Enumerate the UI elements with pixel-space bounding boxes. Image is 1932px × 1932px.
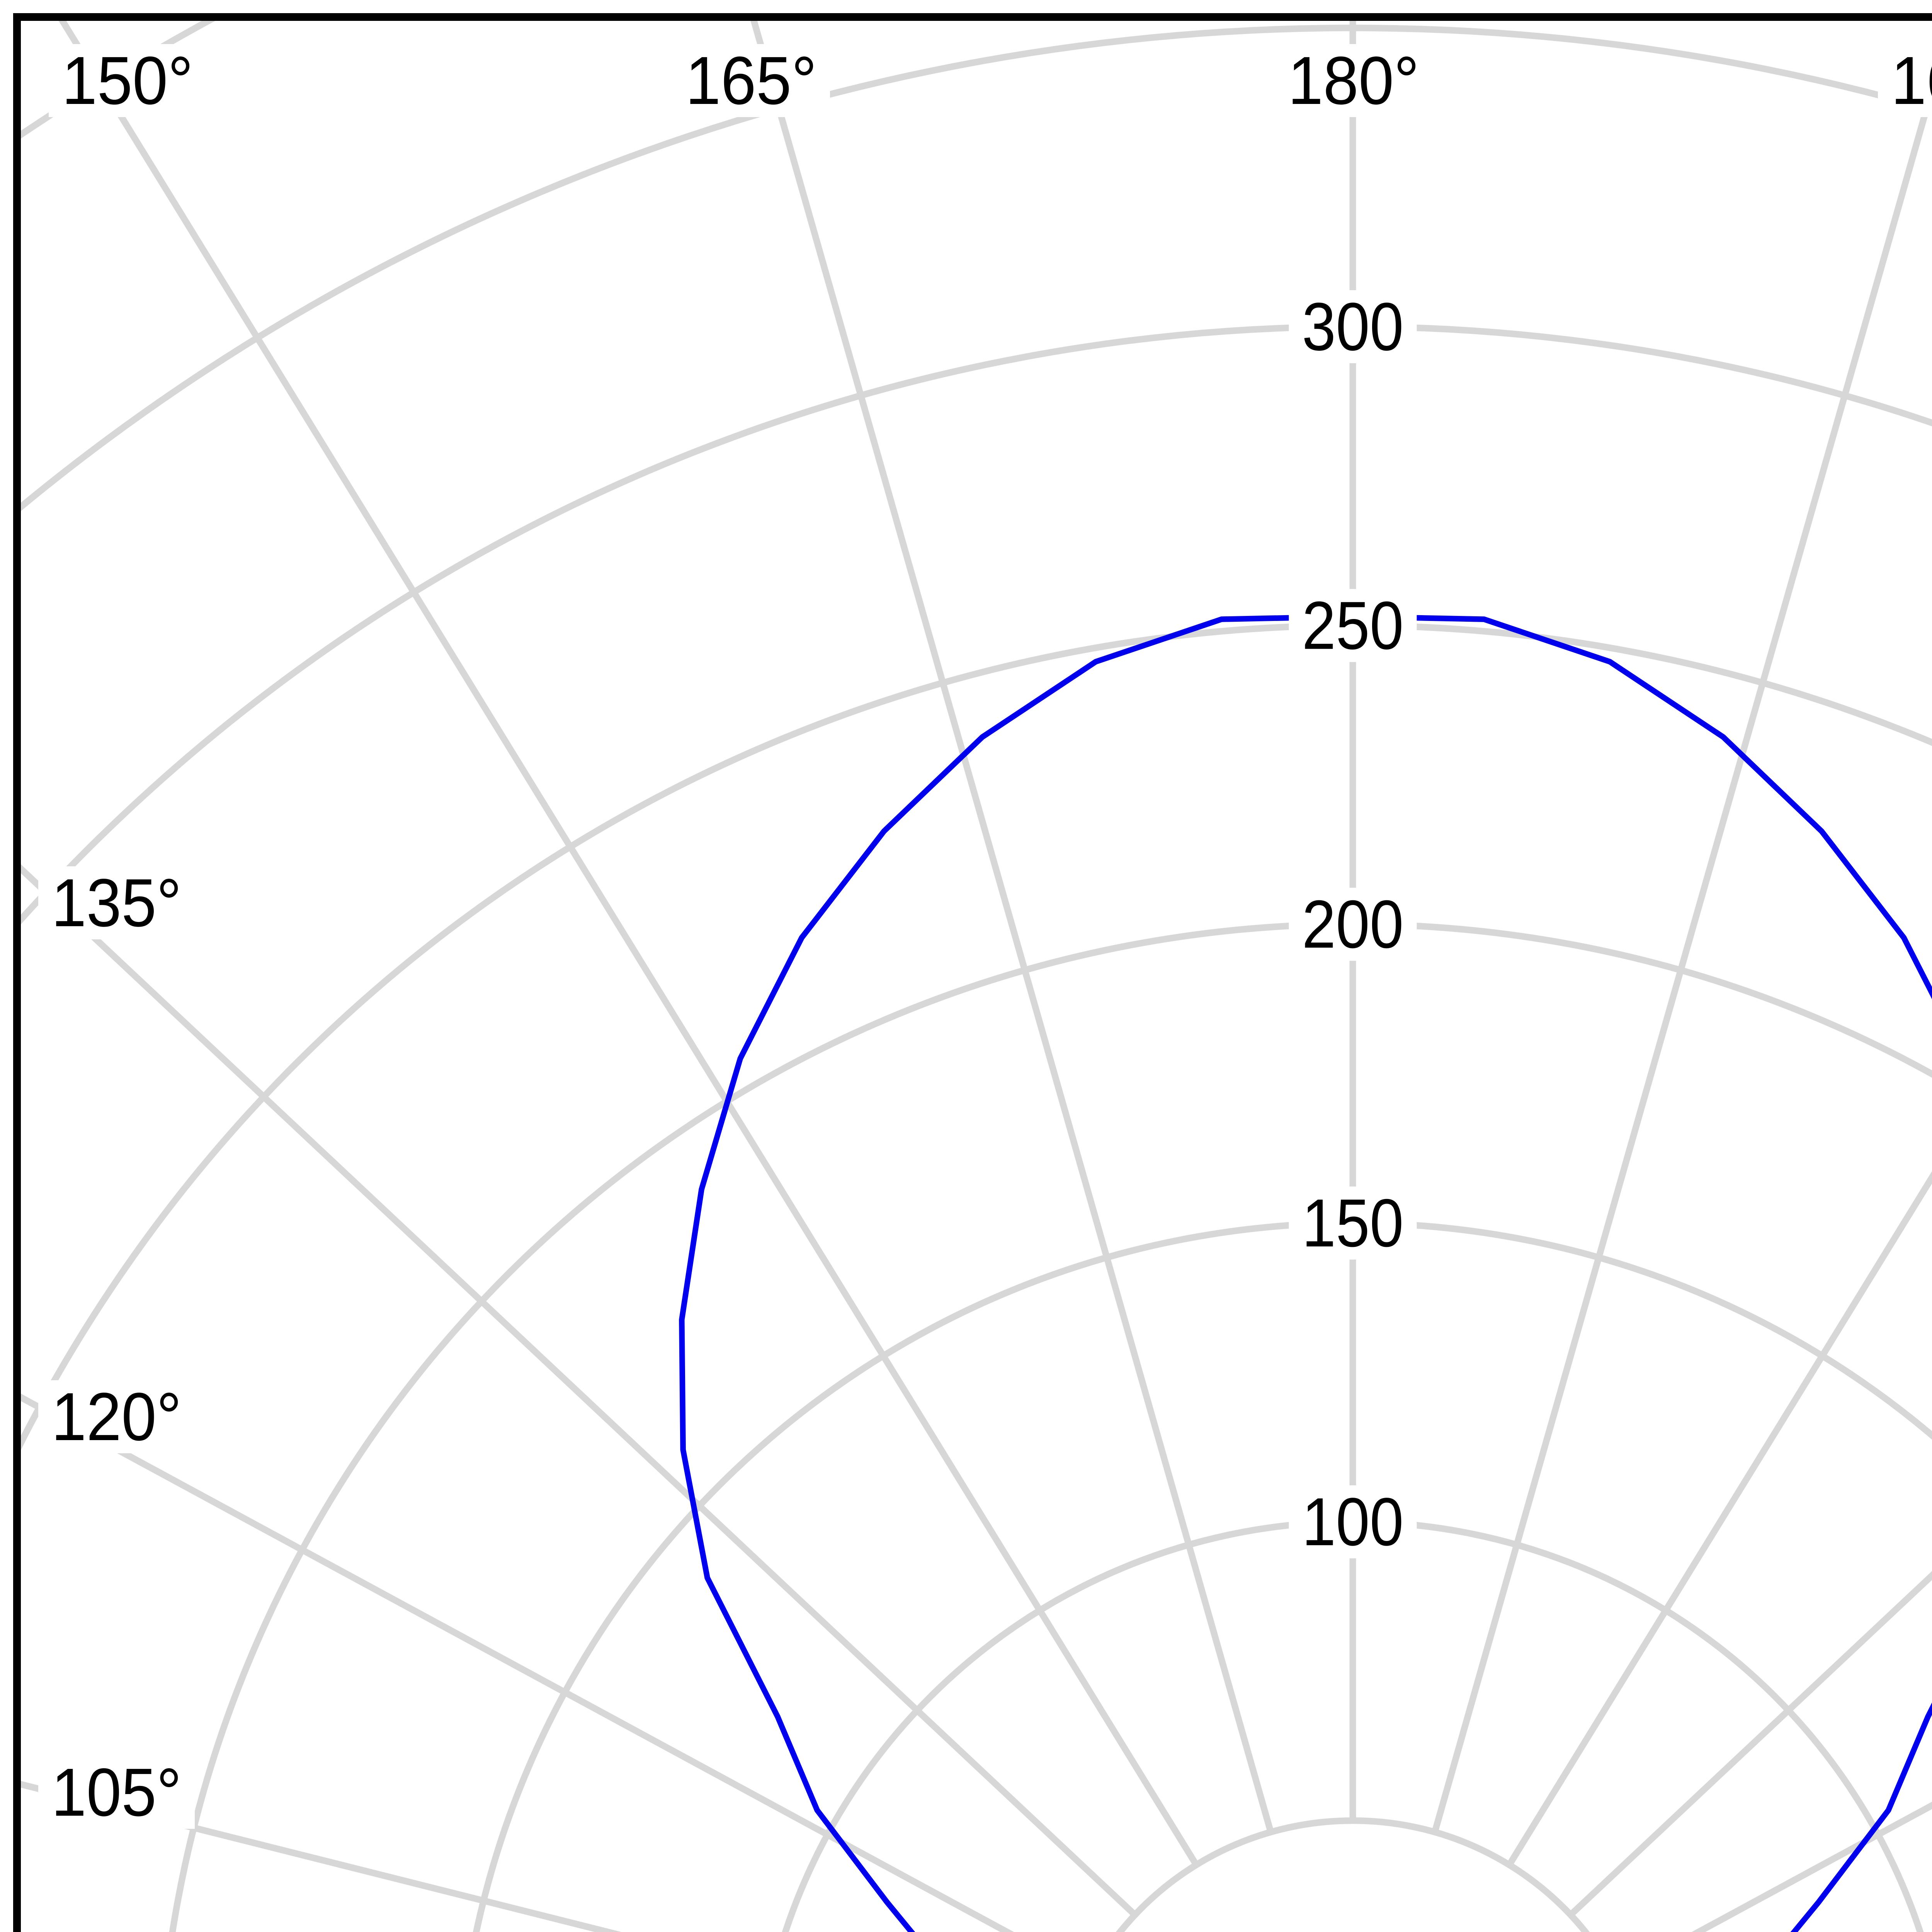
svg-text:105°: 105° (51, 1755, 182, 1830)
svg-text:135°: 135° (51, 865, 182, 941)
svg-text:100: 100 (1302, 1484, 1404, 1560)
svg-text:120°: 120° (51, 1379, 182, 1455)
svg-text:165°: 165° (1891, 43, 1932, 119)
svg-text:180°: 180° (1288, 43, 1419, 119)
svg-text:150: 150 (1302, 1185, 1404, 1261)
svg-text:250: 250 (1302, 588, 1404, 663)
svg-text:200: 200 (1302, 887, 1404, 963)
svg-text:150°: 150° (62, 43, 193, 119)
svg-text:165°: 165° (685, 43, 817, 119)
svg-text:300: 300 (1302, 289, 1404, 365)
